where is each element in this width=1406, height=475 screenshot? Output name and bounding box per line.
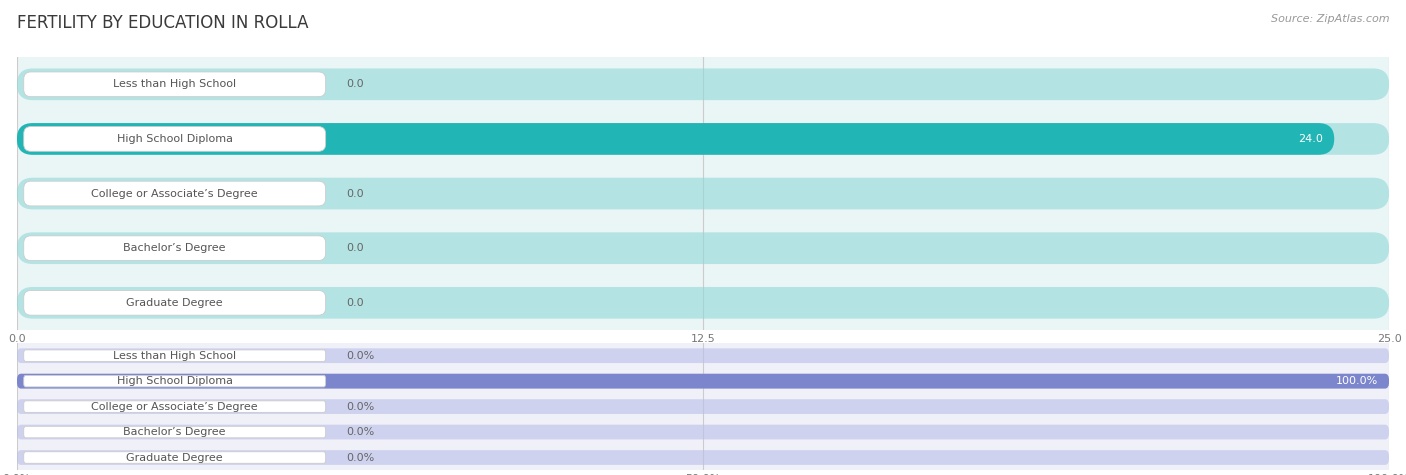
- FancyBboxPatch shape: [24, 72, 326, 97]
- Text: College or Associate’s Degree: College or Associate’s Degree: [91, 189, 257, 199]
- FancyBboxPatch shape: [24, 126, 326, 152]
- Text: 0.0%: 0.0%: [346, 401, 374, 412]
- Text: 0.0: 0.0: [346, 243, 364, 253]
- Text: 0.0%: 0.0%: [346, 351, 374, 361]
- Text: 0.0%: 0.0%: [346, 453, 374, 463]
- Text: Graduate Degree: Graduate Degree: [127, 453, 224, 463]
- FancyBboxPatch shape: [17, 419, 1389, 445]
- Text: 24.0: 24.0: [1298, 134, 1323, 144]
- Text: Bachelor’s Degree: Bachelor’s Degree: [124, 243, 226, 253]
- FancyBboxPatch shape: [24, 290, 326, 315]
- Text: 0.0%: 0.0%: [346, 427, 374, 437]
- FancyBboxPatch shape: [24, 375, 326, 387]
- FancyBboxPatch shape: [24, 236, 326, 261]
- FancyBboxPatch shape: [17, 276, 1389, 330]
- FancyBboxPatch shape: [17, 425, 1389, 439]
- FancyBboxPatch shape: [17, 112, 1389, 166]
- Text: High School Diploma: High School Diploma: [117, 134, 232, 144]
- FancyBboxPatch shape: [17, 450, 1389, 465]
- FancyBboxPatch shape: [24, 401, 326, 412]
- FancyBboxPatch shape: [24, 452, 326, 463]
- Text: 100.0%: 100.0%: [1336, 376, 1378, 386]
- FancyBboxPatch shape: [17, 399, 1389, 414]
- FancyBboxPatch shape: [17, 287, 1389, 319]
- Text: Source: ZipAtlas.com: Source: ZipAtlas.com: [1271, 14, 1389, 24]
- Text: 0.0: 0.0: [346, 298, 364, 308]
- FancyBboxPatch shape: [17, 445, 1389, 470]
- FancyBboxPatch shape: [24, 181, 326, 206]
- Text: Graduate Degree: Graduate Degree: [127, 298, 224, 308]
- Text: 0.0: 0.0: [346, 189, 364, 199]
- FancyBboxPatch shape: [17, 394, 1389, 419]
- FancyBboxPatch shape: [17, 166, 1389, 221]
- FancyBboxPatch shape: [17, 369, 1389, 394]
- Text: Less than High School: Less than High School: [112, 79, 236, 89]
- FancyBboxPatch shape: [17, 123, 1389, 155]
- FancyBboxPatch shape: [17, 374, 1389, 389]
- FancyBboxPatch shape: [17, 123, 1334, 155]
- FancyBboxPatch shape: [17, 348, 1389, 363]
- FancyBboxPatch shape: [17, 68, 1389, 100]
- FancyBboxPatch shape: [17, 221, 1389, 276]
- FancyBboxPatch shape: [17, 232, 1389, 264]
- FancyBboxPatch shape: [17, 57, 1389, 112]
- FancyBboxPatch shape: [17, 343, 1389, 369]
- Text: High School Diploma: High School Diploma: [117, 376, 232, 386]
- Text: College or Associate’s Degree: College or Associate’s Degree: [91, 401, 257, 412]
- FancyBboxPatch shape: [17, 374, 1389, 389]
- FancyBboxPatch shape: [17, 178, 1389, 209]
- FancyBboxPatch shape: [24, 350, 326, 361]
- Text: Bachelor’s Degree: Bachelor’s Degree: [124, 427, 226, 437]
- Text: Less than High School: Less than High School: [112, 351, 236, 361]
- FancyBboxPatch shape: [24, 426, 326, 438]
- Text: 0.0: 0.0: [346, 79, 364, 89]
- Text: FERTILITY BY EDUCATION IN ROLLA: FERTILITY BY EDUCATION IN ROLLA: [17, 14, 308, 32]
